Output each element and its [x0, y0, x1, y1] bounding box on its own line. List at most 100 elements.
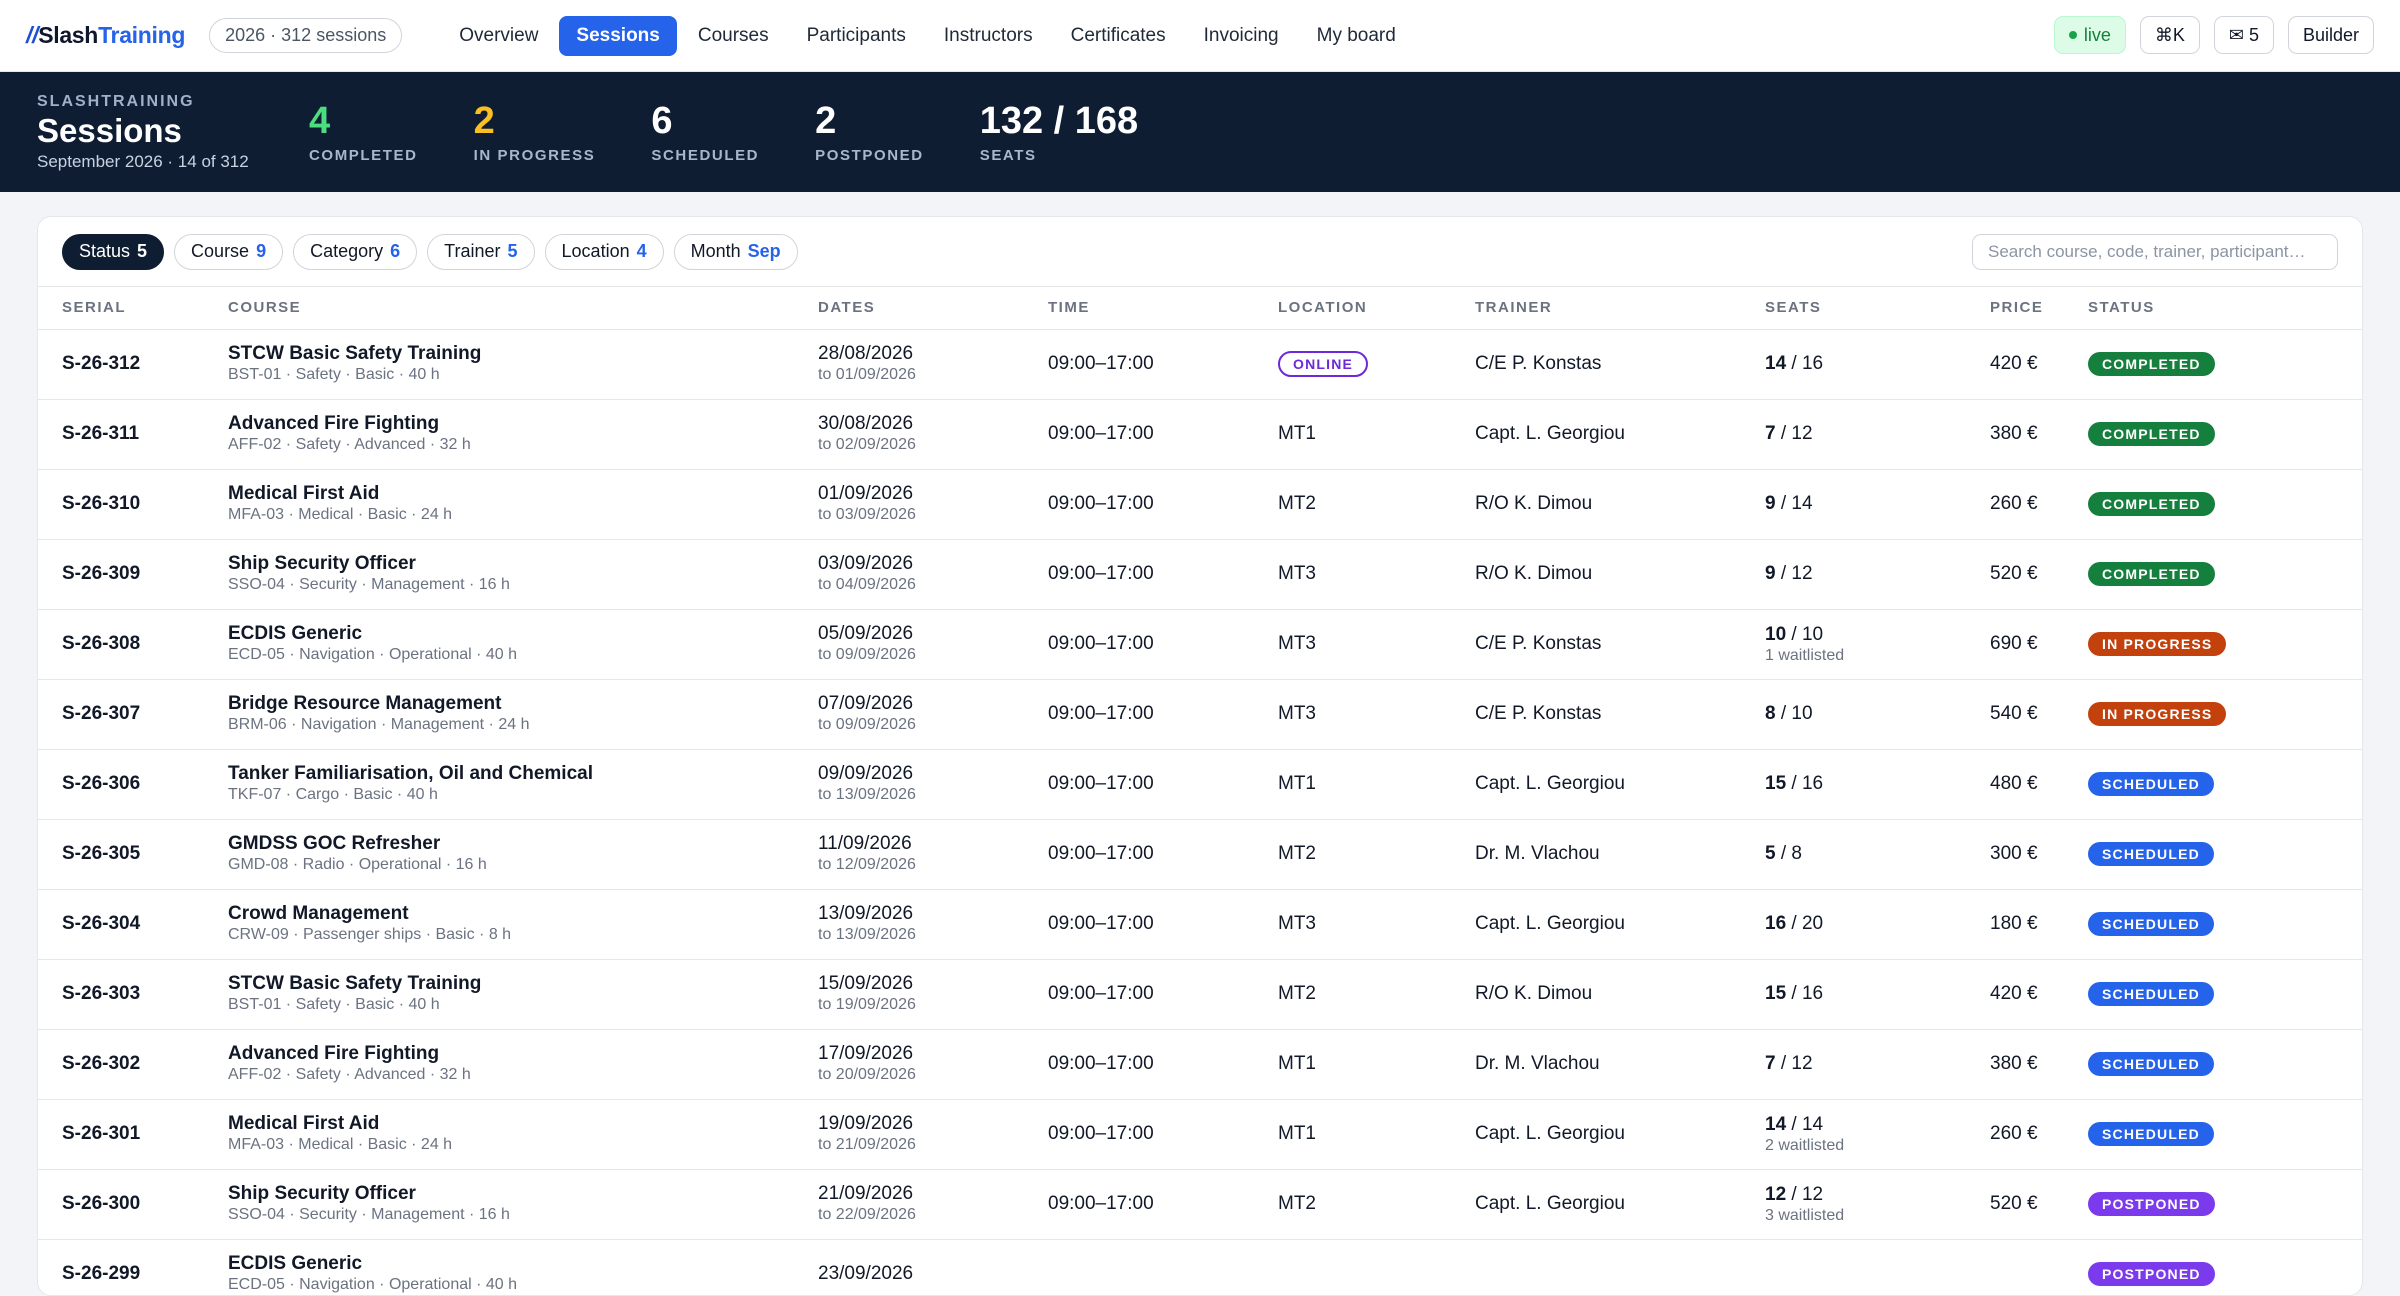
course-name[interactable]: STCW Basic Safety Training	[228, 973, 482, 994]
nav-tab-courses[interactable]: Courses	[697, 24, 769, 46]
column-header-price[interactable]: PRICE	[1990, 287, 2088, 330]
column-header-serial[interactable]: SERIAL	[38, 287, 228, 330]
session-serial[interactable]: S-26-303	[62, 983, 141, 1004]
table-row[interactable]: S-26-307 Bridge Resource Management BRM-06…	[38, 679, 2362, 750]
stat-value: 132 / 168	[979, 99, 1139, 142]
filter-chip-course[interactable]: Course 9	[174, 233, 284, 270]
column-header-time[interactable]: TIME	[1048, 287, 1278, 330]
session-serial[interactable]: S-26-311	[62, 423, 140, 444]
course-name[interactable]: Advanced Fire Fighting	[228, 413, 440, 434]
session-serial[interactable]: S-26-302	[62, 1053, 141, 1074]
nav-tab-certificates[interactable]: Certificates	[1070, 24, 1166, 46]
session-serial[interactable]: S-26-309	[62, 563, 141, 584]
seats-cell: 10 / 10 1 waitlisted	[1765, 609, 1990, 680]
session-serial[interactable]: S-26-306	[62, 773, 141, 794]
session-serial[interactable]: S-26-304	[62, 913, 141, 934]
trainer-cell	[1475, 1239, 1765, 1295]
session-serial[interactable]: S-26-301	[62, 1123, 141, 1144]
search-input[interactable]	[1972, 234, 2338, 270]
table-row[interactable]: S-26-305 GMDSS GOC Refresher GMD-08 · Radi…	[38, 819, 2362, 890]
seats-capacity: / 20	[1786, 913, 1824, 934]
messages-button[interactable]: ✉ 5	[2213, 16, 2274, 54]
column-header-location[interactable]: LOCATION	[1278, 287, 1475, 330]
seats-capacity: / 16	[1786, 773, 1824, 794]
filter-chip-trainer[interactable]: Trainer 5	[427, 233, 535, 270]
location-cell: MT3	[1278, 609, 1475, 680]
status-badge: COMPLETED	[2088, 492, 2215, 516]
column-header-course[interactable]: COURSE	[228, 287, 818, 330]
year-selector[interactable]: 2026 · 312 sessions	[209, 18, 403, 53]
course-name[interactable]: Tanker Familiarisation, Oil and Chemical	[228, 763, 593, 784]
location-label: MT1	[1278, 423, 1316, 444]
filter-chip-count: 9	[256, 241, 267, 261]
course-name[interactable]: Medical First Aid	[228, 1113, 380, 1134]
table-row[interactable]: S-26-302 Advanced Fire Fighting AFF-02 · S…	[38, 1029, 2362, 1100]
builder-button[interactable]: Builder	[2287, 16, 2374, 54]
session-serial[interactable]: S-26-305	[62, 843, 141, 864]
app-logo[interactable]: //SlashTraining	[26, 22, 186, 48]
course-name[interactable]: ECDIS Generic	[228, 1253, 363, 1274]
nav-tab-participants[interactable]: Participants	[806, 24, 906, 46]
table-row[interactable]: S-26-309 Ship Security Officer SSO-04 · Se…	[38, 539, 2362, 610]
nav-tab-invoicing[interactable]: Invoicing	[1203, 24, 1279, 46]
column-header-status[interactable]: STATUS	[2088, 287, 2362, 330]
course-name[interactable]: Medical First Aid	[228, 483, 380, 504]
course-cell: GMDSS GOC Refresher GMD-08 · Radio · Oper…	[228, 819, 818, 890]
status-cell: IN PROGRESS	[2088, 609, 2362, 680]
end-date: to 09/09/2026	[818, 646, 916, 663]
table-row[interactable]: S-26-300 Ship Security Officer SSO-04 · Se…	[38, 1169, 2362, 1240]
course-name[interactable]: GMDSS GOC Refresher	[228, 833, 441, 854]
column-header-seats[interactable]: SEATS	[1765, 287, 1990, 330]
nav-tab-sessions[interactable]: Sessions	[559, 15, 677, 56]
table-row[interactable]: S-26-301 Medical First Aid MFA-03 · Medica…	[38, 1099, 2362, 1170]
time-cell: 09:00–17:00	[1048, 819, 1278, 890]
table-row[interactable]: S-26-306 Tanker Familiarisation, Oil and …	[38, 749, 2362, 820]
waitlist-count: 1 waitlisted	[1765, 646, 1845, 664]
nav-tab-instructors[interactable]: Instructors	[943, 24, 1033, 46]
table-row[interactable]: S-26-299 ECDIS Generic ECD-05 · Navigation…	[38, 1239, 2362, 1295]
trainer-cell: R/O K. Dimou	[1475, 539, 1765, 610]
trainer-cell: Capt. L. Georgiou	[1475, 1169, 1765, 1240]
time-cell: 09:00–17:00	[1048, 609, 1278, 680]
column-header-dates[interactable]: DATES	[818, 287, 1048, 330]
filter-chip-location[interactable]: Location 4	[544, 233, 664, 270]
filter-chip-status[interactable]: Status 5	[62, 233, 165, 270]
course-name[interactable]: Advanced Fire Fighting	[228, 1043, 440, 1064]
filter-chip-month[interactable]: Month Sep	[673, 233, 798, 270]
course-name[interactable]: STCW Basic Safety Training	[228, 343, 482, 364]
nav-tab-overview[interactable]: Overview	[459, 24, 539, 46]
command-palette-button[interactable]: ⌘K	[2139, 16, 2200, 54]
table-row[interactable]: S-26-312 STCW Basic Safety Training BST-01…	[38, 329, 2362, 400]
session-serial[interactable]: S-26-307	[62, 703, 141, 724]
table-row[interactable]: S-26-303 STCW Basic Safety Training BST-01…	[38, 959, 2362, 1030]
seats-capacity: / 12	[1775, 1053, 1813, 1074]
seats-booked: 14	[1765, 353, 1787, 374]
course-name[interactable]: Crowd Management	[228, 903, 409, 924]
live-status-button[interactable]: live	[2053, 16, 2126, 54]
filter-chip-category[interactable]: Category 6	[293, 233, 418, 270]
nav-tab-my-board[interactable]: My board	[1316, 24, 1396, 46]
session-serial[interactable]: S-26-299	[62, 1263, 141, 1284]
location-cell: MT2	[1278, 469, 1475, 540]
filter-chip-label: Course	[191, 241, 250, 261]
seats-cell: 14 / 16	[1765, 329, 1990, 400]
table-row[interactable]: S-26-304 Crowd Management CRW-09 · Passeng…	[38, 889, 2362, 960]
column-header-trainer[interactable]: TRAINER	[1475, 287, 1765, 330]
course-name[interactable]: Ship Security Officer	[228, 1183, 416, 1204]
price-cell: 260 €	[1990, 1099, 2088, 1170]
table-row[interactable]: S-26-310 Medical First Aid MFA-03 · Medica…	[38, 469, 2362, 540]
seats-cell: 5 / 8	[1765, 819, 1990, 890]
course-name[interactable]: ECDIS Generic	[228, 623, 363, 644]
session-serial[interactable]: S-26-308	[62, 633, 141, 654]
table-row[interactable]: S-26-308 ECDIS Generic ECD-05 · Navigation…	[38, 609, 2362, 680]
course-name[interactable]: Bridge Resource Management	[228, 693, 502, 714]
filter-chip-label: Status	[79, 241, 131, 261]
session-serial[interactable]: S-26-310	[62, 493, 141, 514]
session-serial[interactable]: S-26-300	[62, 1193, 141, 1214]
course-name[interactable]: Ship Security Officer	[228, 553, 416, 574]
status-cell: SCHEDULED	[2088, 1029, 2362, 1100]
session-serial[interactable]: S-26-312	[62, 353, 141, 374]
seats-booked: 10	[1765, 623, 1787, 645]
stat-label: POSTPONED	[815, 146, 924, 164]
table-row[interactable]: S-26-311 Advanced Fire Fighting AFF-02 · S…	[38, 399, 2362, 470]
